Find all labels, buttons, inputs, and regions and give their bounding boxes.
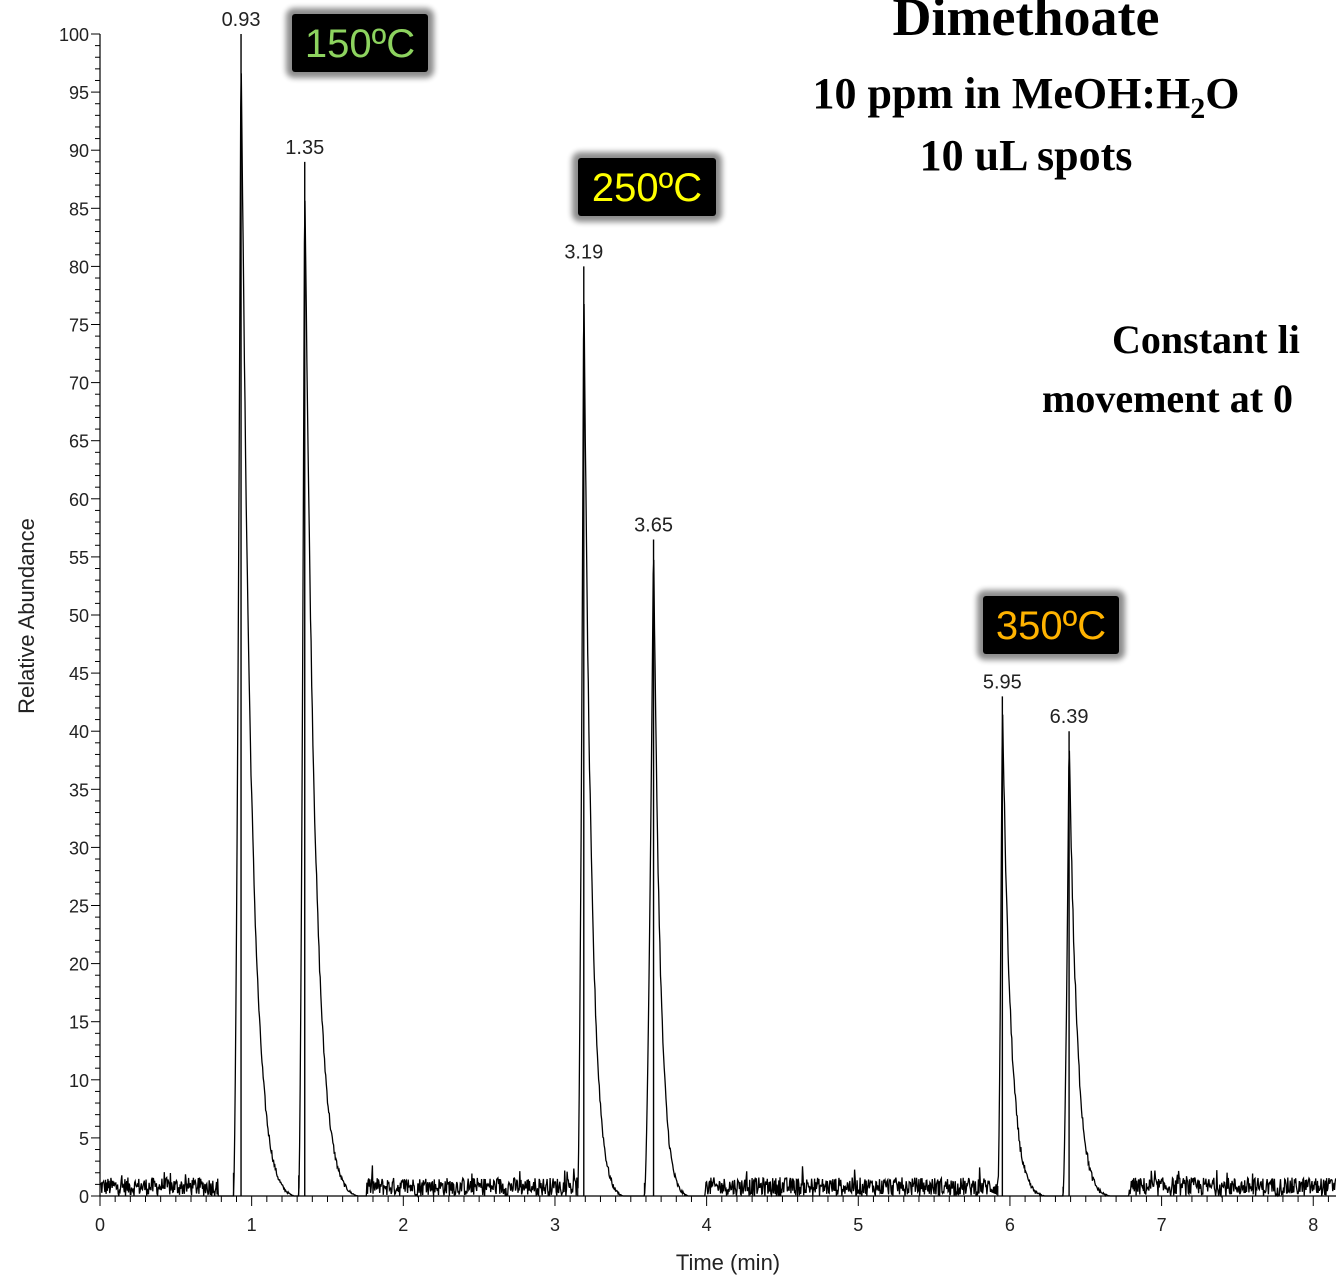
temperature-badge: 150ºC (286, 8, 434, 78)
note-line-1: Constant li (1112, 317, 1300, 362)
subtitle-prefix: 10 ppm in MeOH:H (813, 69, 1191, 118)
x-tick-label: 3 (550, 1215, 560, 1235)
subtitle-subscript: 2 (1190, 92, 1205, 125)
badge-text: 350ºC (996, 604, 1106, 648)
y-tick-label: 75 (69, 316, 89, 336)
y-tick-label: 0 (79, 1187, 89, 1207)
badge-box (292, 14, 428, 72)
y-tick-label: 70 (69, 374, 89, 394)
note-line-2: movement at 0 (1042, 376, 1293, 421)
y-tick-label: 85 (69, 199, 89, 219)
y-tick-label: 100 (59, 25, 89, 45)
y-tick-label: 35 (69, 780, 89, 800)
y-tick-label: 5 (79, 1129, 89, 1149)
x-tick-label: 7 (1157, 1215, 1167, 1235)
y-tick-label: 90 (69, 141, 89, 161)
tick-marks (91, 33, 1329, 1206)
peak-label: 3.65 (634, 514, 673, 536)
chromatogram-trace (99, 73, 1336, 1199)
y-tick-label: 60 (69, 490, 89, 510)
chart-title: Dimethoate (893, 0, 1160, 47)
x-tick-label: 1 (247, 1215, 257, 1235)
y-tick-label: 65 (69, 432, 89, 452)
peak-label: 3.19 (564, 241, 603, 263)
x-axis-label: Time (min) (676, 1250, 780, 1275)
temperature-badge: 350ºC (977, 590, 1125, 660)
y-tick-label: 20 (69, 955, 89, 975)
y-tick-label: 25 (69, 897, 89, 917)
chart-subtitle: 10 ppm in MeOH:H2O (813, 69, 1240, 125)
x-tick-label: 0 (95, 1215, 105, 1235)
peak-label: 1.35 (285, 137, 324, 159)
y-tick-label: 40 (69, 722, 89, 742)
peak-boundaries (232, 34, 1070, 1196)
x-tick-label: 5 (853, 1215, 863, 1235)
subtitle-suffix: O (1205, 69, 1239, 118)
badge-text: 250ºC (592, 166, 702, 210)
badge-box (578, 158, 716, 216)
y-tick-label: 10 (69, 1071, 89, 1091)
temperature-badge: 250ºC (572, 152, 722, 222)
x-tick-label: 6 (1005, 1215, 1015, 1235)
x-tick-label: 8 (1308, 1215, 1318, 1235)
chart-subtitle-2: 10 uL spots (920, 131, 1133, 180)
badge-box (983, 596, 1119, 654)
peak-labels: 0.93 1.35 3.19 3.65 5.95 6.39 (222, 9, 1089, 728)
x-tick-label: 4 (702, 1215, 712, 1235)
y-tick-label: 15 (69, 1013, 89, 1033)
y-tick-label: 30 (69, 838, 89, 858)
y-tick-label: 95 (69, 83, 89, 103)
peak-label: 5.95 (983, 671, 1022, 693)
y-tick-label: 80 (69, 257, 89, 277)
peak-label: 0.93 (222, 9, 261, 31)
x-tick-label: 2 (398, 1215, 408, 1235)
badge-text: 150ºC (305, 22, 415, 66)
peak-label: 6.39 (1050, 706, 1089, 728)
y-tick-label: 45 (69, 664, 89, 684)
y-axis-label: Relative Abundance (14, 518, 39, 714)
y-tick-label: 55 (69, 548, 89, 568)
tick-labels: 0510152025303540455055606570758085909510… (59, 25, 1318, 1235)
y-tick-label: 50 (69, 606, 89, 626)
temperature-badges: 150ºC 250ºC 350ºC (286, 8, 1125, 660)
